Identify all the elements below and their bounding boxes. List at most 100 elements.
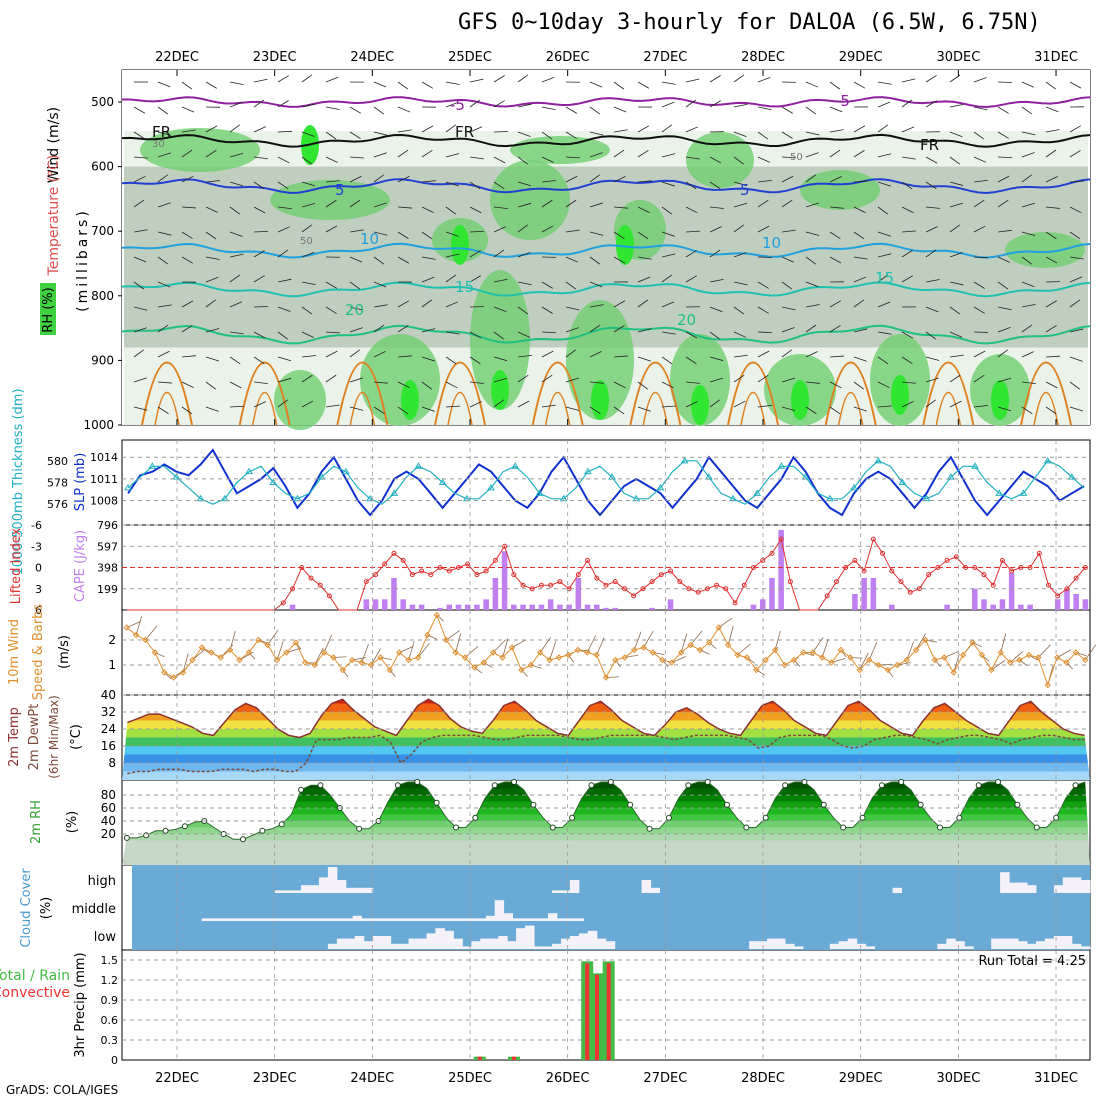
rh-point <box>299 787 304 792</box>
cloud-low-bar <box>588 931 597 949</box>
rh-point <box>163 828 168 833</box>
temperature-fill-band <box>122 755 1090 764</box>
cape-bar <box>557 605 563 610</box>
rh-moist-area <box>510 136 610 164</box>
cape-tick-label: 398 <box>97 562 118 575</box>
precip-tick-label: 0.3 <box>101 1034 119 1047</box>
profile-ytick-label: 500 <box>91 95 114 109</box>
rh-point <box>260 828 265 833</box>
cloud-low-bar <box>597 939 606 949</box>
cloud-low-bar <box>857 944 866 949</box>
contour-label: 5 <box>335 181 345 199</box>
cloud-high-bar <box>1054 885 1063 893</box>
cape-bar <box>603 608 609 610</box>
rh-point <box>415 780 420 785</box>
rh-point <box>395 783 400 788</box>
cloud-low-bar <box>498 936 507 949</box>
cloud-middle-bar <box>468 918 477 921</box>
cape-bar <box>502 551 508 610</box>
precip-tick-label: 0 <box>111 1054 118 1067</box>
cloud-low-bar <box>391 944 400 949</box>
cloud-low-bar <box>1081 946 1090 949</box>
rh-point <box>512 780 517 785</box>
rh-moist-area <box>686 132 754 188</box>
cloud-low-bar <box>543 946 552 949</box>
cape-bar <box>474 605 480 610</box>
temperature-tick-label: 8 <box>108 756 116 770</box>
cloud-low-bar <box>937 944 946 949</box>
rh-point <box>453 825 458 830</box>
cloud-high-bar <box>328 867 337 893</box>
rh-fill-band <box>122 821 1090 828</box>
rh-fill-band <box>122 802 1090 809</box>
cloud-low-bar <box>426 933 435 949</box>
cloud-low-bar <box>830 944 839 949</box>
cape-bar <box>529 605 535 610</box>
wind-barb <box>254 306 268 307</box>
cape-bar <box>410 605 416 610</box>
rh-fill-band <box>122 828 1090 835</box>
contour-label: 50 <box>790 152 803 163</box>
date-label-bottom: 28DEC <box>741 1071 785 1086</box>
cape-bar <box>447 605 453 610</box>
cloud-low-bar <box>946 939 955 949</box>
cloud-low-bar <box>409 939 418 949</box>
rh-saturated-area <box>591 380 609 420</box>
cape-bar <box>456 605 462 610</box>
wind-barb <box>192 649 205 660</box>
cloud-low-bar <box>991 939 1000 949</box>
cloud-axis-units: (%) <box>39 897 54 920</box>
cape-tick-label: 597 <box>97 540 118 553</box>
cloud-high-bar <box>570 880 579 893</box>
wind-barb <box>550 641 556 660</box>
rh-point <box>802 780 807 785</box>
rh-point <box>570 815 575 820</box>
rh-saturated-area <box>451 225 469 265</box>
wind-barb <box>512 640 526 648</box>
cloud-low-bar <box>418 939 427 949</box>
cloud-middle-bar <box>495 900 504 921</box>
cloud-high-bar <box>310 885 319 893</box>
cloud-middle-bar <box>504 913 513 921</box>
rh-tick-label: 40 <box>101 814 116 828</box>
cape-bar <box>1018 605 1024 610</box>
wind-barb <box>418 643 429 657</box>
cape-bar <box>1083 599 1089 610</box>
rh-moist-area <box>800 170 880 210</box>
profile-ytick-label: 900 <box>91 353 114 367</box>
date-label-top: 25DEC <box>448 50 492 65</box>
cloud-middle-bar <box>530 918 539 921</box>
contour-label: 50 <box>300 236 313 247</box>
thickness-tick-label: 576 <box>47 498 68 511</box>
lifted-index-tick-label: 0 <box>35 562 42 575</box>
cape-bar <box>612 608 618 610</box>
cloud-axis-label: Cloud Cover <box>19 868 34 948</box>
cloud-middle-bar <box>290 918 299 921</box>
cape-bar <box>566 605 572 610</box>
rh-fill-band <box>122 789 1090 796</box>
profile-ytick-label: 600 <box>91 160 114 174</box>
cape-bar <box>769 578 775 610</box>
contour-label: FR <box>455 123 474 141</box>
date-label-top: 24DEC <box>350 50 394 65</box>
cape-bar <box>852 594 858 610</box>
wind-barb <box>1001 633 1006 652</box>
cloud-low-bar <box>552 944 561 949</box>
page-title: GFS 0~10day 3-hourly for DALOA (6.5W, 6.… <box>458 10 1041 35</box>
cloud-high-bar <box>346 888 355 893</box>
rh-fill-band <box>122 834 1090 841</box>
wind-barb <box>691 631 702 645</box>
rh-moist-area <box>274 370 326 430</box>
cloud-high-bar <box>274 890 283 893</box>
cloud-middle-bar <box>362 918 371 921</box>
date-label-bottom: 29DEC <box>839 1071 883 1086</box>
cloud-low-bar <box>346 939 355 949</box>
wind-barb <box>634 632 641 650</box>
cloud-middle-bar <box>264 918 273 921</box>
profile-axis-temperature-label: Temperature (°C) <box>46 155 62 277</box>
precip-axis-label: 3hr Precip (mm) <box>73 952 88 1057</box>
rh-point <box>937 825 942 830</box>
cloud-middle-bar <box>344 918 353 921</box>
temperature-axis-label: 2m Temp <box>7 707 22 767</box>
